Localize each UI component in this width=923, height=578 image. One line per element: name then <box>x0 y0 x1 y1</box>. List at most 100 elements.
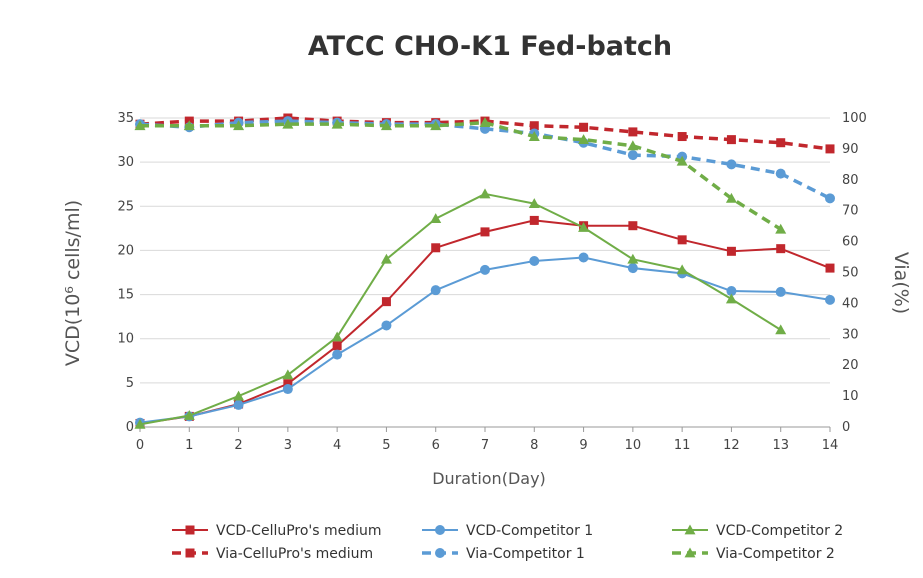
x-tick-label: 0 <box>136 438 144 453</box>
y2-tick-label: 70 <box>842 204 859 219</box>
y-tick-label: 20 <box>117 243 134 258</box>
legend-marker <box>435 548 445 558</box>
x-tick-label: 2 <box>234 438 242 453</box>
data-point <box>725 293 737 304</box>
data-point <box>578 252 589 263</box>
data-point <box>282 384 293 395</box>
data-point <box>627 140 639 151</box>
y-tick-label: 35 <box>117 111 134 126</box>
data-point <box>825 193 835 204</box>
data-point <box>431 243 441 253</box>
x-tick-label: 1 <box>185 438 193 453</box>
data-point <box>134 120 146 131</box>
data-point <box>233 120 245 131</box>
x-tick-label: 12 <box>723 438 740 453</box>
data-point <box>677 132 687 142</box>
data-point <box>134 418 146 429</box>
legend-item: VCD-Competitor 1 <box>422 523 593 539</box>
data-point <box>529 121 539 131</box>
data-point <box>776 138 786 148</box>
legend-item: Via-Competitor 1 <box>422 546 585 562</box>
y2-tick-label: 90 <box>842 142 859 157</box>
x-tick-label: 5 <box>382 438 390 453</box>
chart-title: ATCC CHO-K1 Fed-batch <box>308 31 672 62</box>
data-point <box>578 221 590 232</box>
data-point <box>775 223 787 234</box>
series-5 <box>134 117 787 234</box>
legend-marker <box>684 547 696 558</box>
data-point <box>282 118 294 129</box>
x-tick-label: 7 <box>481 438 489 453</box>
data-point <box>529 256 540 267</box>
legend-item: Via-Competitor 2 <box>672 546 835 562</box>
legend-label: VCD-CelluPro's medium <box>216 523 382 539</box>
y2-tick-label: 0 <box>842 420 850 435</box>
y2-tick-label: 10 <box>842 389 859 404</box>
data-point <box>430 120 442 131</box>
legend-label: VCD-Competitor 2 <box>716 523 843 539</box>
data-point <box>726 246 736 256</box>
data-point <box>528 198 540 209</box>
legend-marker <box>185 525 195 535</box>
data-point <box>627 263 638 274</box>
x-tick-label: 8 <box>530 438 538 453</box>
y2-tick-label: 30 <box>842 327 859 342</box>
data-point <box>627 253 639 264</box>
y-tick-label: 15 <box>117 288 134 303</box>
y2-tick-label: 20 <box>842 358 859 373</box>
data-point <box>726 135 736 145</box>
data-point <box>529 215 539 225</box>
data-point <box>331 331 343 342</box>
legend-label: Via-Competitor 2 <box>716 546 835 562</box>
data-point <box>775 324 787 335</box>
data-point <box>825 263 835 273</box>
y-tick-label: 25 <box>117 199 134 214</box>
data-point <box>183 410 195 420</box>
data-point <box>825 144 835 154</box>
x-tick-label: 13 <box>772 438 789 453</box>
series-1 <box>135 252 835 428</box>
data-point <box>480 227 490 237</box>
data-point <box>233 390 245 401</box>
data-point <box>628 221 638 231</box>
data-point <box>479 188 491 199</box>
y-tick-label: 0 <box>126 420 134 435</box>
y2-tick-label: 60 <box>842 235 859 250</box>
y2-tick-label: 40 <box>842 296 859 311</box>
data-point <box>725 192 737 203</box>
series-line <box>139 192 782 426</box>
data-point <box>726 286 737 297</box>
data-point <box>628 127 638 137</box>
legend-item: VCD-Competitor 2 <box>672 523 843 539</box>
data-point <box>381 297 391 307</box>
legend-item: VCD-CelluPro's medium <box>172 523 382 539</box>
x-tick-label: 11 <box>674 438 691 453</box>
y-axis-title: VCD(10⁶ cells/ml) <box>62 200 84 366</box>
data-point <box>380 253 392 264</box>
data-point <box>775 168 786 179</box>
data-point <box>677 235 687 245</box>
data-point <box>627 150 638 161</box>
data-point <box>726 159 737 170</box>
data-point <box>578 134 590 145</box>
data-point <box>479 117 491 128</box>
x-tick-label: 14 <box>822 438 839 453</box>
data-point <box>380 120 392 131</box>
y-tick-label: 5 <box>126 376 134 391</box>
x-tick-label: 6 <box>432 438 440 453</box>
series-layer <box>134 113 835 429</box>
legend-marker <box>185 548 195 558</box>
x-tick-label: 9 <box>579 438 587 453</box>
series-2 <box>134 188 787 429</box>
data-point <box>282 369 294 380</box>
legend-label: Via-CelluPro's medium <box>216 546 373 562</box>
data-point <box>776 244 786 254</box>
data-point <box>430 213 442 224</box>
legend-item: Via-CelluPro's medium <box>172 546 373 562</box>
series-line <box>139 256 831 424</box>
data-point <box>825 294 835 305</box>
legend-label: Via-Competitor 1 <box>466 546 585 562</box>
series-line <box>140 120 782 231</box>
